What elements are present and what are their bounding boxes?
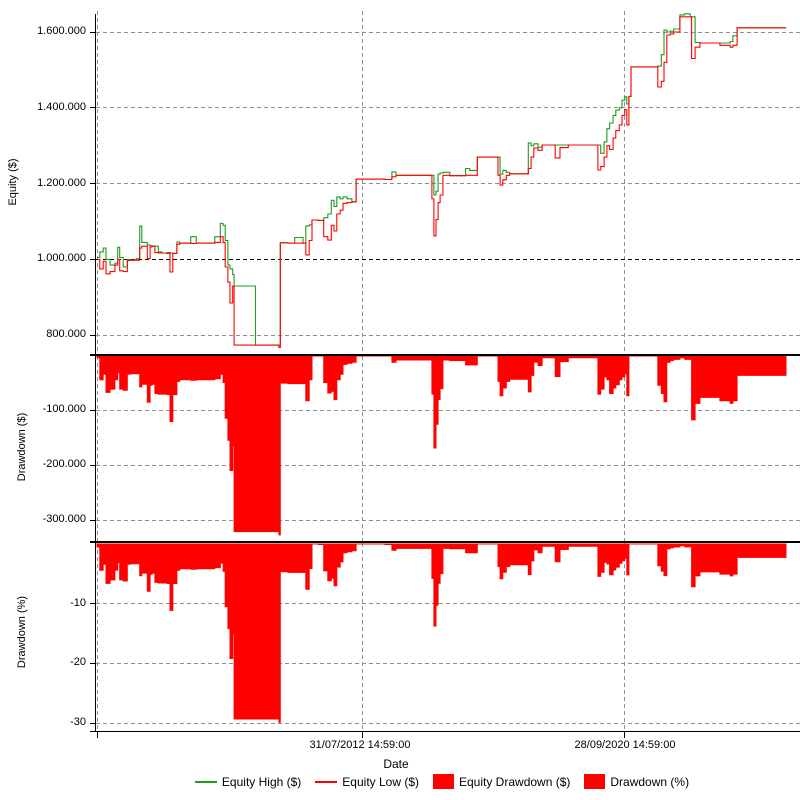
y-tick-label: 800.000 xyxy=(46,328,86,340)
x-tick-label-2020: 28/09/2020 14:59:00 xyxy=(574,739,676,751)
y-tick-label: -300.000 xyxy=(42,513,86,525)
equity-drawdown-area xyxy=(96,355,787,536)
y-tick-label: -200.000 xyxy=(42,458,86,470)
drawdown-dollar-axis-title: Drawdown ($) xyxy=(16,412,28,482)
legend-line-marker xyxy=(315,780,338,783)
legend-item-2: Equity Low ($) xyxy=(315,775,419,789)
legend-label: Equity Drawdown ($) xyxy=(459,774,571,789)
x-tick-label-2012: 31/07/2012 14:59:00 xyxy=(309,739,411,751)
equity-high-line xyxy=(97,13,786,346)
legend-line-marker xyxy=(194,780,217,783)
y-tick-label: 1.200.000 xyxy=(37,177,86,189)
y-tick-label: -100.000 xyxy=(42,403,86,415)
legend-label: Drawdown (%) xyxy=(610,774,690,789)
legend-label: Equity High ($) xyxy=(221,774,302,789)
equity-panel xyxy=(90,11,800,355)
x-axis-title: Date xyxy=(383,757,409,771)
legend-item-3: Equity Drawdown ($) xyxy=(433,774,570,789)
drawdown-percent-area xyxy=(96,543,787,723)
legend-item-1: Equity High ($) xyxy=(194,774,302,789)
legend-label: Equity Low ($) xyxy=(342,774,419,789)
legend-box-marker xyxy=(433,774,454,789)
drawdown-percent-panel xyxy=(90,542,800,738)
y-tick-label: 1.000.000 xyxy=(37,252,86,264)
equity-low-line xyxy=(97,16,786,348)
legend-box-marker xyxy=(584,774,606,789)
y-tick-label: -30 xyxy=(70,716,86,728)
y-tick-label: 1.600.000 xyxy=(37,25,86,37)
chart-legend: Equity High ($) Equity Low ($) Equity Draw… xyxy=(97,774,787,789)
y-tick-label: -20 xyxy=(70,656,86,668)
y-tick-label: 1.400.000 xyxy=(37,101,86,113)
drawdown-dollar-panel xyxy=(90,355,800,542)
legend-item-4: Drawdown (%) xyxy=(584,774,689,789)
y-tick-label: -10 xyxy=(70,597,86,609)
